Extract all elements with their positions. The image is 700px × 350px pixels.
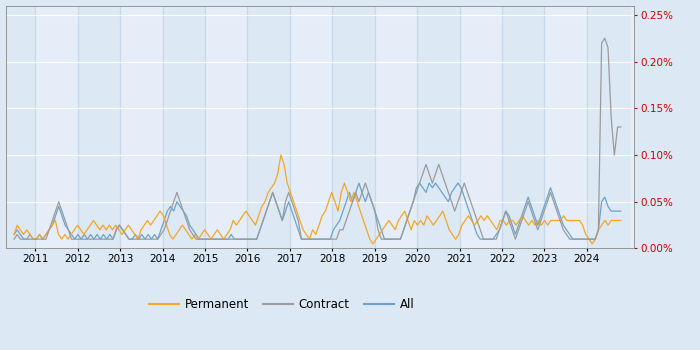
Bar: [78, 6, 120, 248]
Bar: [332, 6, 375, 248]
Bar: [247, 6, 290, 248]
Legend: Permanent, Contract, All: Permanent, Contract, All: [145, 293, 419, 315]
Bar: [502, 6, 545, 248]
Bar: [587, 6, 629, 248]
Bar: [0, 6, 35, 248]
Bar: [162, 6, 205, 248]
Bar: [417, 6, 459, 248]
